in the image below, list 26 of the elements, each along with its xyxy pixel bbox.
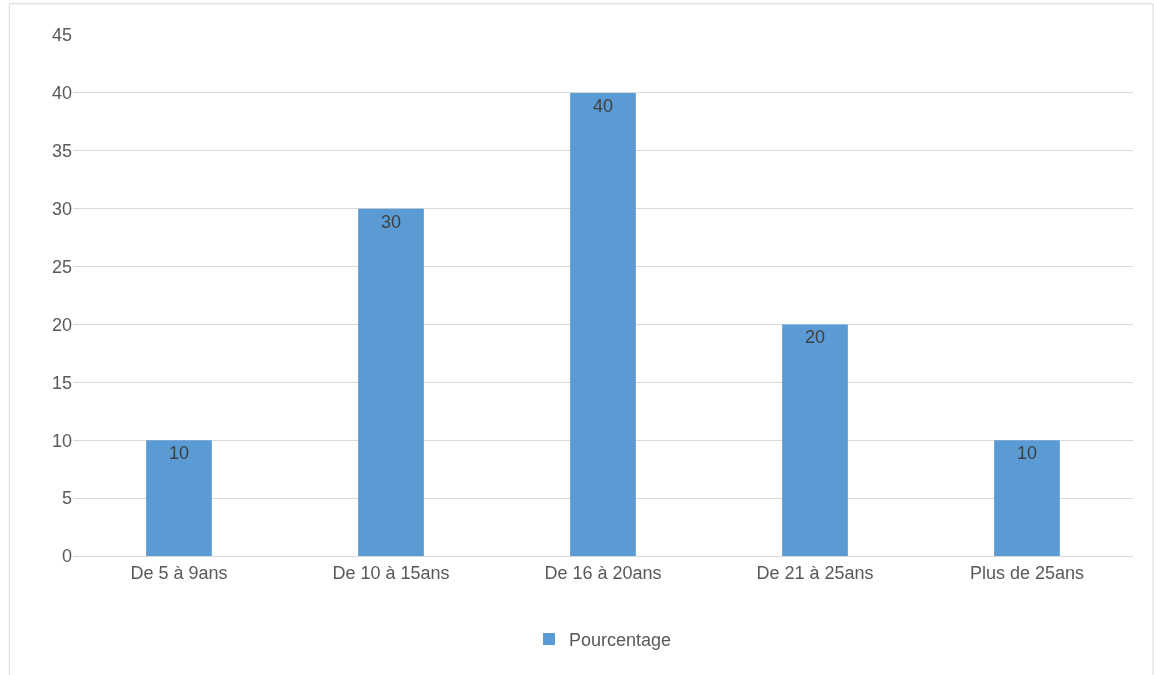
x-tick-label: Plus de 25ans (969, 562, 1085, 583)
y-tick-label: 25 (51, 256, 72, 277)
data-label: 10 (1016, 443, 1038, 464)
y-tick-label: 30 (51, 198, 72, 219)
y-tick-label: 35 (51, 141, 72, 162)
y-tick-label: 5 (61, 488, 72, 509)
x-tick-label: De 5 à 9ans (130, 562, 228, 583)
x-tick-label: De 16 à 20ans (544, 562, 662, 583)
data-label: 20 (804, 327, 826, 348)
x-tick-label: De 10 à 15ans (332, 562, 450, 583)
y-tick-label: 10 (51, 430, 72, 451)
bar (146, 440, 212, 556)
y-tick-label: 15 (51, 372, 72, 393)
bar (782, 324, 848, 556)
data-label: 10 (168, 443, 190, 464)
data-label: 40 (592, 95, 614, 116)
bar (358, 208, 424, 556)
y-tick-label: 45 (51, 25, 72, 46)
bar (570, 92, 636, 556)
legend-label: Pourcentage (569, 630, 672, 651)
bar (994, 440, 1060, 556)
data-label: 30 (380, 211, 402, 232)
y-tick-label: 40 (51, 83, 72, 104)
y-tick-label: 20 (51, 314, 72, 335)
y-tick-label: 0 (61, 546, 72, 567)
x-tick-label: De 21 à 25ans (756, 562, 874, 583)
